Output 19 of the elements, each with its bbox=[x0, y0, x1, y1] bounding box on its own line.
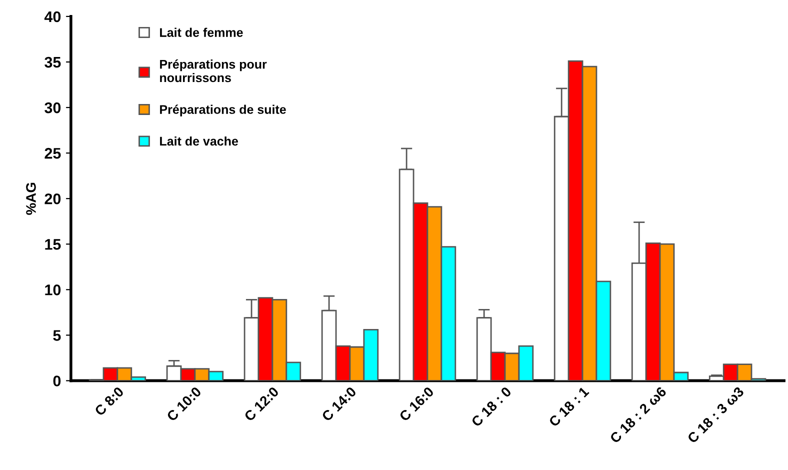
legend-label: Préparations pour nourrissons bbox=[160, 59, 267, 82]
x-tick-label: C 18 : 2 ω6 bbox=[609, 386, 667, 444]
y-tick-label: 15 bbox=[45, 239, 61, 250]
y-axis-title: %AG bbox=[26, 182, 36, 215]
y-tick-label: 30 bbox=[44, 102, 61, 114]
x-tick-label: C 18 : 1 bbox=[548, 386, 590, 428]
y-tick-label: 5 bbox=[53, 330, 61, 341]
y-tick-label: 0 bbox=[53, 376, 61, 386]
legend-label: Lait de vache bbox=[160, 136, 238, 146]
y-tick-label: 20 bbox=[44, 193, 61, 204]
y-tick-label: 40 bbox=[44, 11, 61, 22]
y-tick-label: 25 bbox=[44, 148, 61, 159]
x-tick-label: C 18 : 0 bbox=[470, 386, 512, 428]
y-tick-label: 35 bbox=[44, 56, 61, 68]
y-tick-label: 10 bbox=[45, 284, 61, 296]
legend-label: Préparations de suite bbox=[160, 104, 286, 116]
x-tick-label: C 18 : 3 ω3 bbox=[686, 386, 744, 444]
x-tick-label: C 8:0 bbox=[94, 386, 124, 416]
legend-label: Lait de femme bbox=[160, 28, 243, 37]
